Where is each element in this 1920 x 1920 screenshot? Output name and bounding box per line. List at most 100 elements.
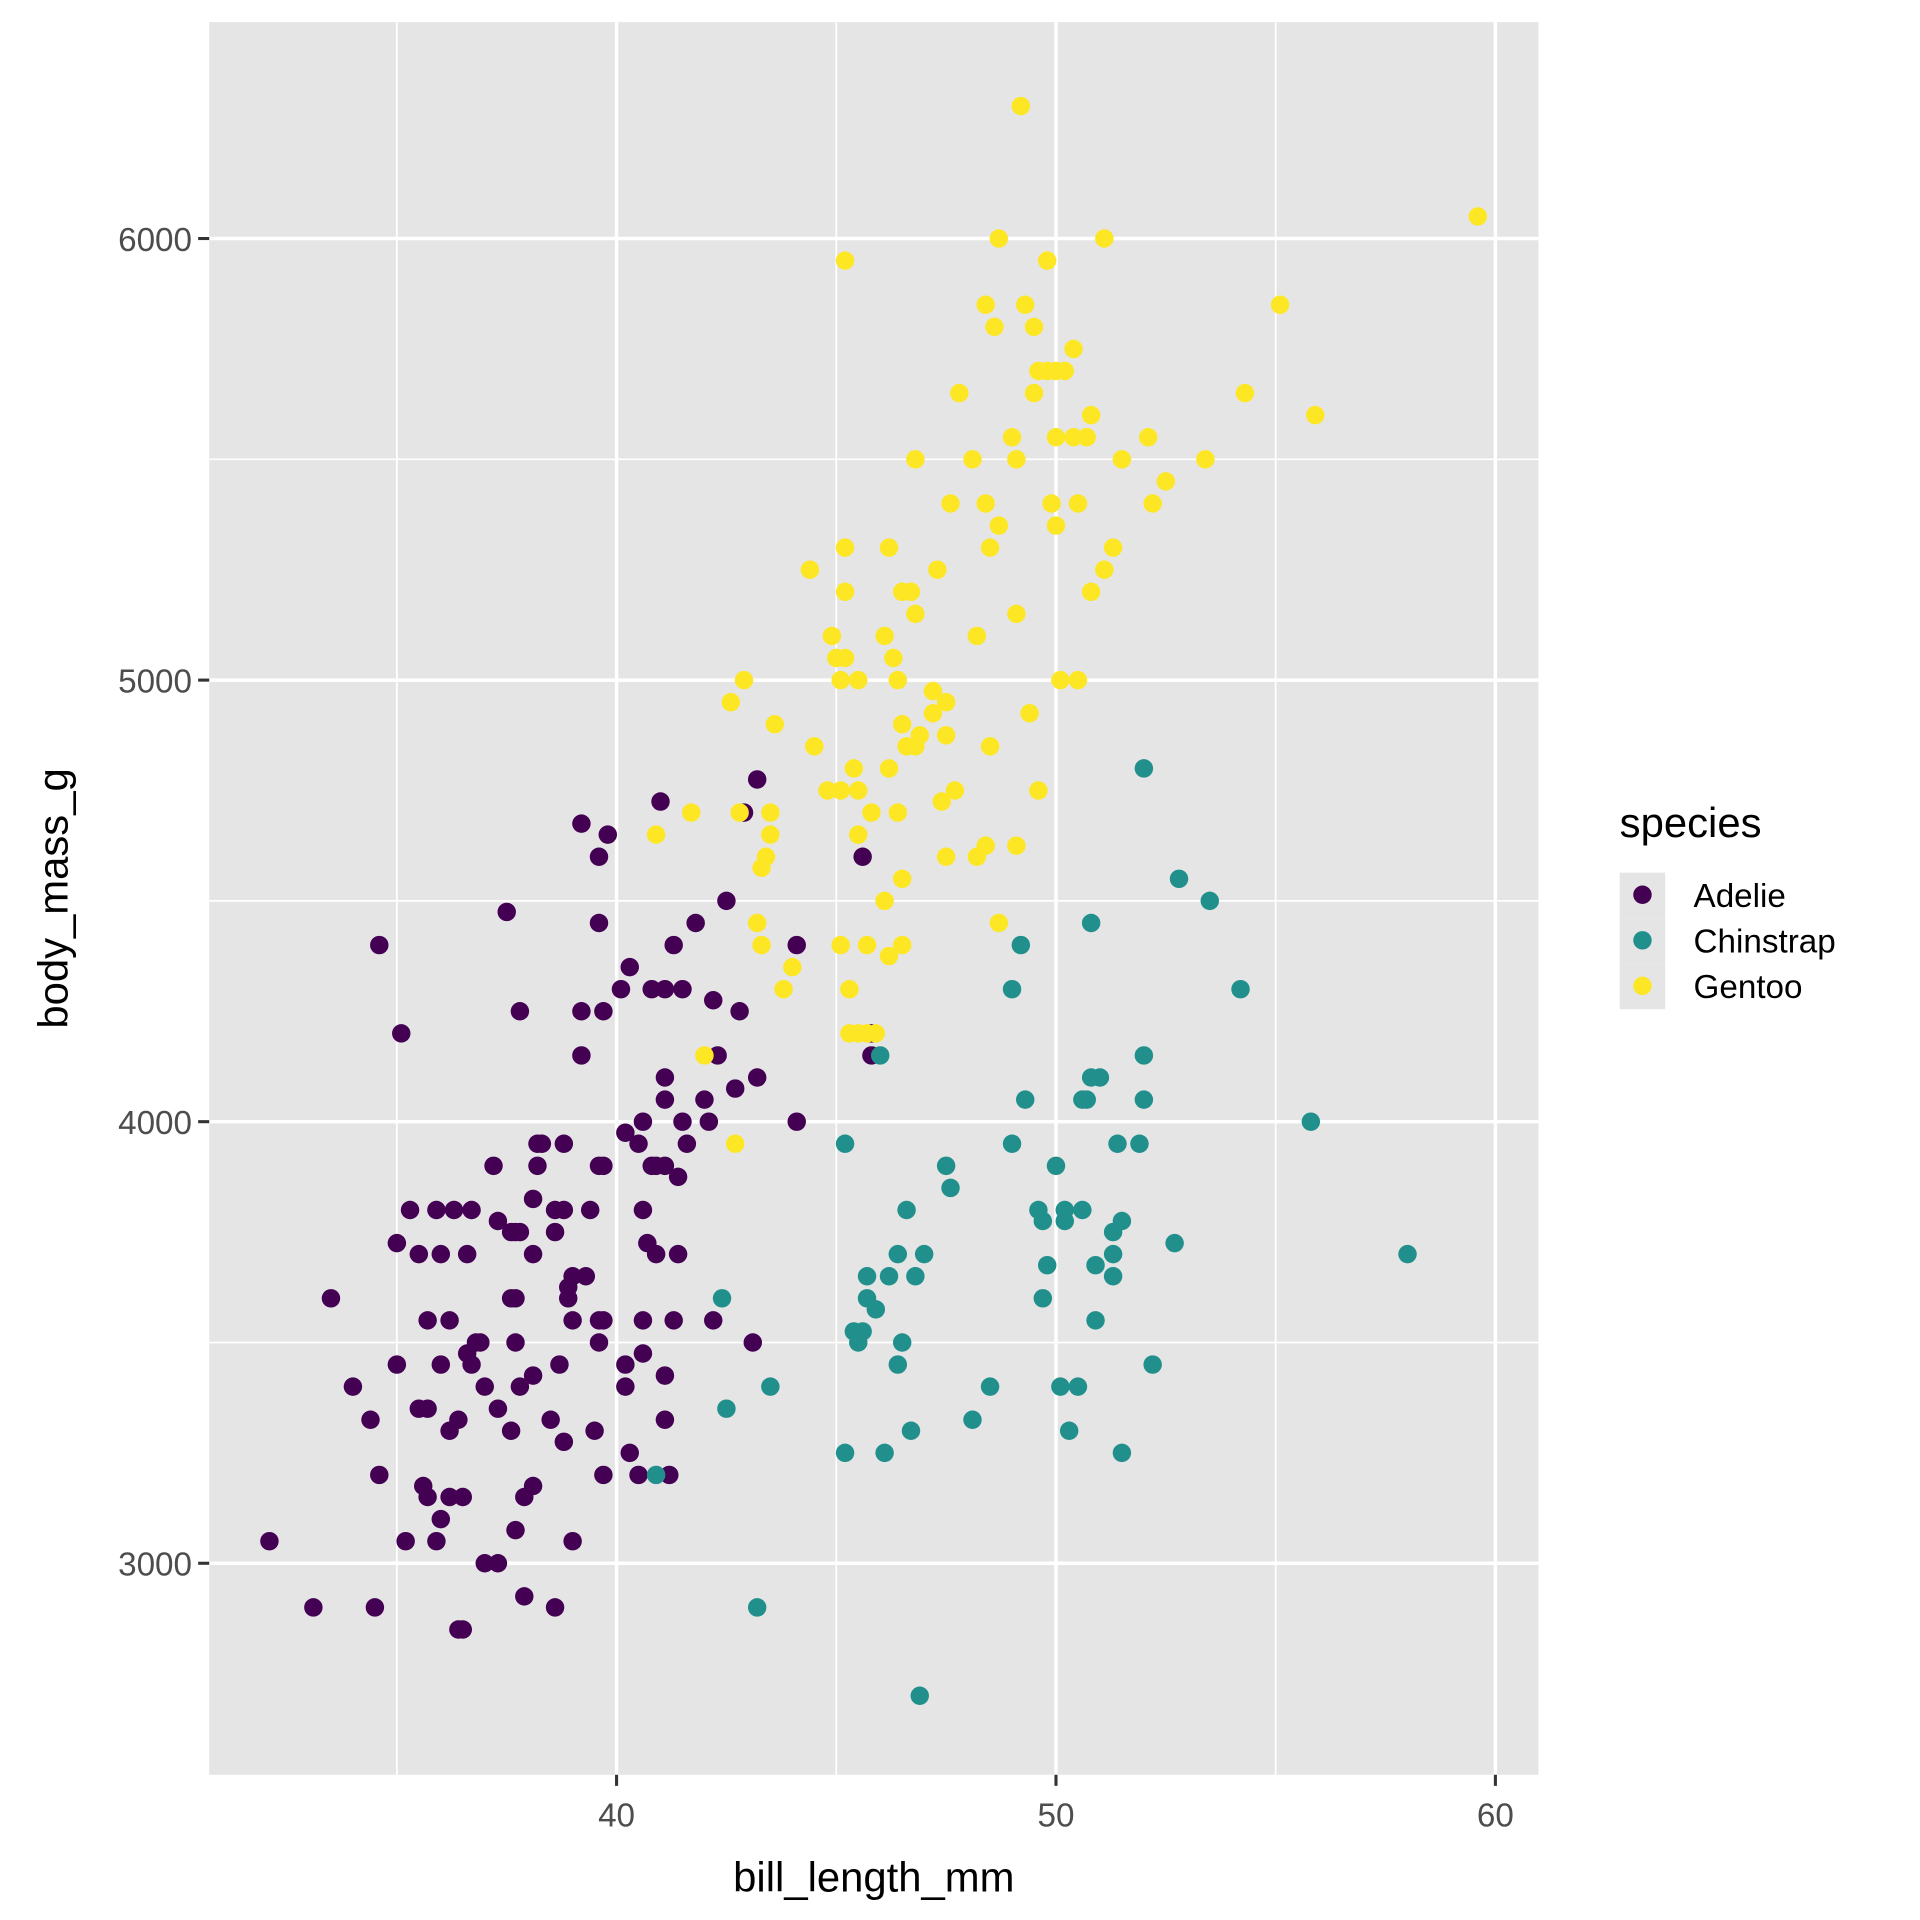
data-point-gentoo [1020,703,1039,723]
data-point-chinstrap [1134,1046,1154,1065]
data-point-adelie [523,1189,543,1209]
data-point-adelie [545,1598,565,1617]
data-point-chinstrap [963,1410,982,1429]
x-axis-title: bill_length_mm [733,1854,1014,1901]
data-point-adelie [554,1134,574,1153]
data-point-gentoo [936,847,956,866]
data-point-gentoo [976,494,995,513]
data-point-gentoo [725,1134,745,1153]
legend: species Adelie Chinstrap Gentoo [1619,799,1836,1010]
data-point-adelie [523,1244,543,1264]
data-point-adelie [475,1554,494,1573]
data-point-chinstrap [1134,759,1154,778]
data-point-gentoo [835,538,855,557]
data-point-chinstrap [646,1465,666,1485]
data-point-adelie [488,1554,508,1573]
data-point-gentoo [989,229,1009,248]
data-point-gentoo [862,803,881,822]
data-point-chinstrap [1103,1222,1123,1242]
data-point-adelie [616,1355,635,1374]
data-point-gentoo [1095,229,1114,248]
data-point-gentoo [1007,836,1026,855]
data-point-chinstrap [936,1156,956,1176]
data-point-gentoo [822,626,842,646]
data-point-adelie [589,913,609,933]
axes: 40 50 60 3000 4000 5000 6000 [118,222,1514,1835]
y-tick-label: 6000 [118,222,192,259]
data-point-gentoo [976,295,995,314]
data-point-adelie [664,1311,683,1330]
data-point-adelie [462,1200,481,1220]
data-point-adelie [462,1355,481,1374]
data-point-adelie [510,1377,530,1396]
data-point-gentoo [1077,428,1096,447]
data-point-adelie [594,1311,613,1330]
data-point-adelie [655,1090,675,1109]
data-point-adelie [594,1465,613,1485]
data-point-chinstrap [1086,1255,1105,1275]
data-point-adelie [699,1112,719,1131]
data-point-adelie [620,957,639,977]
data-point-adelie [497,902,516,922]
data-point-adelie [704,991,723,1010]
plot-panel [209,22,1539,1775]
data-point-chinstrap [1073,1200,1092,1220]
data-point-adelie [695,1090,714,1109]
data-point-chinstrap [906,1266,925,1286]
data-point-gentoo [1051,670,1070,690]
legend-label: Chinstrap [1694,924,1836,961]
data-point-gentoo [765,715,784,734]
data-point-adelie [668,1244,688,1264]
data-point-gentoo [734,670,754,690]
data-point-adelie [620,1443,639,1463]
legend-title: species [1620,799,1762,846]
data-point-chinstrap [761,1377,780,1396]
data-point-adelie [642,979,661,999]
data-point-chinstrap [1103,1266,1123,1286]
data-point-gentoo [932,792,951,811]
data-point-adelie [440,1487,459,1507]
data-point-gentoo [752,858,771,878]
data-point-adelie [550,1355,569,1374]
data-point-chinstrap [835,1134,855,1153]
data-point-chinstrap [1090,1068,1110,1087]
data-point-adelie [365,1598,385,1617]
data-point-gentoo [747,913,767,933]
data-point-adelie [453,1487,473,1507]
data-point-adelie [708,1046,727,1065]
data-point-adelie [488,1211,508,1231]
data-point-adelie [616,1377,635,1396]
data-point-adelie [453,1620,473,1639]
data-point-adelie [554,1200,574,1220]
data-point-adelie [594,1002,613,1021]
data-point-adelie [580,1200,600,1220]
data-point-gentoo [761,825,780,844]
data-point-adelie [787,935,806,955]
data-point-chinstrap [1130,1134,1149,1153]
data-point-gentoo [936,692,956,712]
data-point-gentoo [989,913,1009,933]
data-point-adelie [501,1421,521,1441]
data-point-gentoo [1002,428,1022,447]
data-point-gentoo [967,626,987,646]
data-point-adelie [431,1509,451,1529]
data-point-gentoo [985,317,1004,337]
data-point-gentoo [849,781,868,800]
data-point-gentoo [1103,538,1123,557]
data-point-chinstrap [888,1244,908,1264]
data-point-adelie [594,1156,613,1176]
data-point-adelie [668,1167,688,1187]
legend-key-gentoo [1633,976,1652,996]
data-point-adelie [409,1244,429,1264]
data-point-gentoo [976,836,995,855]
data-point-chinstrap [1046,1156,1066,1176]
data-point-gentoo [901,582,921,602]
data-point-chinstrap [717,1399,736,1418]
data-point-gentoo [1055,361,1075,381]
y-tick-label: 3000 [118,1547,192,1584]
data-point-adelie [651,792,670,811]
data-point-gentoo [941,494,960,513]
data-point-gentoo [761,803,780,822]
data-point-adelie [510,1002,530,1021]
